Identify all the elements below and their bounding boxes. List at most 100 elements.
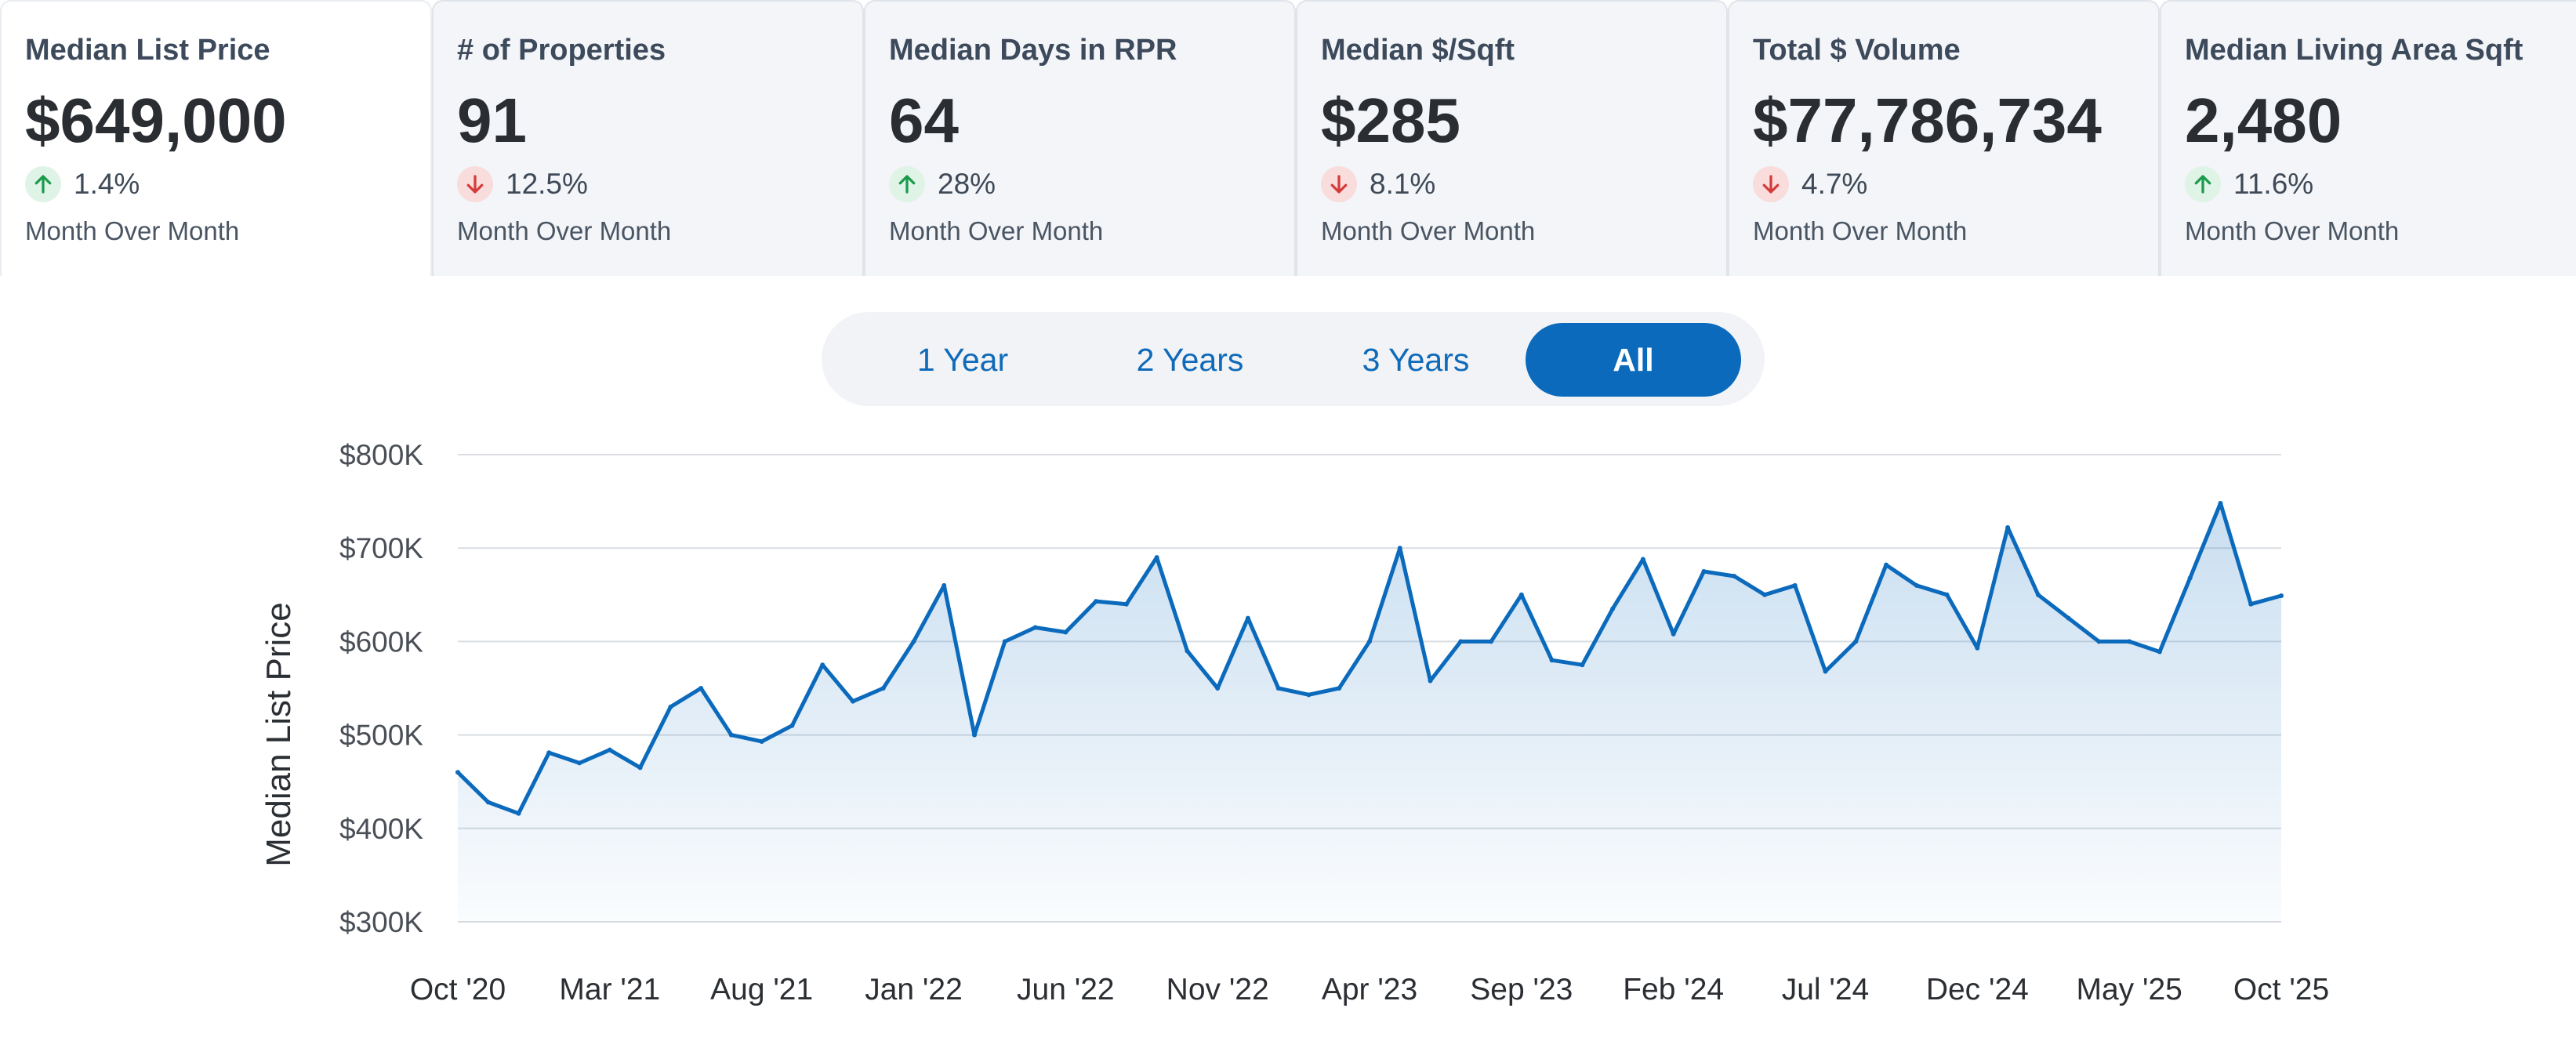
data-point[interactable] [2005,524,2011,530]
y-tick-label: $700K [339,532,423,564]
data-point[interactable] [2096,639,2102,644]
metric-value: $649,000 [25,85,287,155]
data-point[interactable] [1914,582,1919,588]
data-point[interactable] [1458,639,1464,644]
data-point[interactable] [1275,686,1281,691]
data-point[interactable] [1489,639,1494,644]
data-point[interactable] [1518,592,1524,597]
data-point[interactable] [1701,569,1707,574]
data-point[interactable] [1610,606,1616,611]
range-button[interactable]: 2 Years [1136,341,1244,378]
data-point[interactable] [1761,592,1767,597]
data-point[interactable] [2248,601,2254,607]
metric-card[interactable]: # of Properties 91 12.5% Month Over Month [432,0,864,276]
y-axis-ticks: $800K $700K $600K $500K $400K $300K [339,439,423,938]
data-point[interactable] [880,686,886,691]
range-button[interactable]: All [1526,323,1741,397]
chart-line [455,500,2284,816]
y-tick-label: $300K [339,906,423,938]
y-axis-label: Median List Price [259,602,298,866]
metric-period: Month Over Month [457,216,672,245]
data-point[interactable] [728,732,734,738]
data-point[interactable] [972,732,978,738]
data-point[interactable] [485,800,491,805]
metric-card[interactable]: Median Days in RPR 64 28% Month Over Month [864,0,1296,276]
x-tick-label: May '25 [2076,973,2182,1006]
data-point[interactable] [577,760,582,766]
data-point[interactable] [2035,592,2041,597]
data-point[interactable] [1154,555,1159,560]
arrow-down-icon [457,166,493,202]
metric-card[interactable]: Median List Price $649,000 1.4% Month Over … [0,0,432,276]
data-point[interactable] [1884,562,1889,568]
metric-card[interactable]: Median Living Area Sqft 2,480 11.6% Month O… [2160,0,2576,276]
data-point[interactable] [2127,639,2132,644]
data-point[interactable] [698,686,704,691]
data-point[interactable] [1732,573,1737,578]
data-point[interactable] [455,770,460,775]
data-point[interactable] [1640,557,1645,562]
chart-area [458,503,2281,922]
metric-period: Month Over Month [1321,216,1536,245]
metric-card[interactable]: Median $/Sqft $285 8.1% Month Over Month [1296,0,1728,276]
data-point[interactable] [637,765,643,771]
series-area [458,503,2281,922]
data-point[interactable] [1185,648,1190,654]
data-point[interactable] [1063,629,1068,635]
metric-title: Total $ Volume [1753,34,1961,67]
metric-change-percent: 11.6% [2233,168,2314,200]
data-point[interactable] [516,811,521,816]
y-tick-label: $400K [339,813,423,845]
data-point[interactable] [607,747,612,753]
data-point[interactable] [2218,500,2223,506]
data-point[interactable] [1123,601,1129,607]
metric-period: Month Over Month [889,216,1104,245]
data-point[interactable] [789,723,795,728]
data-point[interactable] [820,662,825,668]
data-point[interactable] [1792,582,1798,588]
data-point[interactable] [1002,639,1007,644]
data-point[interactable] [911,639,916,644]
data-point[interactable] [2187,575,2193,581]
data-point[interactable] [1306,692,1312,698]
data-point[interactable] [1397,546,1402,551]
data-point[interactable] [1823,669,1828,674]
data-point[interactable] [942,582,947,588]
arrow-up-icon [889,166,925,202]
data-point[interactable] [759,738,764,744]
data-point[interactable] [2279,593,2284,598]
metric-value: 91 [457,85,527,155]
metric-period: Month Over Month [25,216,240,245]
data-point[interactable] [850,698,855,704]
metric-card[interactable]: Total $ Volume $77,786,734 4.7% Month Over … [1728,0,2160,276]
range-button[interactable]: 1 Year [916,341,1009,378]
data-point[interactable] [1944,592,1950,597]
metric-period: Month Over Month [1753,216,1968,245]
data-point[interactable] [1094,599,1099,604]
data-point[interactable] [1337,686,1342,691]
data-point[interactable] [1549,658,1555,663]
data-point[interactable] [1671,631,1676,636]
data-point[interactable] [668,704,673,709]
data-point[interactable] [1215,686,1221,691]
data-point[interactable] [2157,649,2162,655]
range-button[interactable]: 3 Years [1362,341,1470,378]
data-point[interactable] [1580,662,1585,668]
metric-title: # of Properties [457,34,666,67]
x-axis-ticks: Oct '20 Mar '21 Aug '21 Jan '22 Jun '22 Nov '… [410,973,2329,1006]
data-point[interactable] [1975,645,1980,651]
x-tick-label: Oct '25 [2233,973,2329,1006]
data-point[interactable] [1245,615,1250,621]
x-tick-label: Jul '24 [1782,973,1870,1006]
x-tick-label: Feb '24 [1623,973,1724,1006]
x-tick-label: Apr '23 [1322,973,1417,1006]
data-point[interactable] [1853,639,1859,644]
data-point[interactable] [1428,678,1433,684]
metric-title: Median List Price [25,34,270,67]
metric-change: 11.6% [2185,165,2576,204]
data-point[interactable] [2066,615,2071,621]
data-point[interactable] [1367,639,1372,644]
data-point[interactable] [1032,625,1038,630]
metric-change-percent: 28% [938,168,996,200]
data-point[interactable] [546,750,552,756]
